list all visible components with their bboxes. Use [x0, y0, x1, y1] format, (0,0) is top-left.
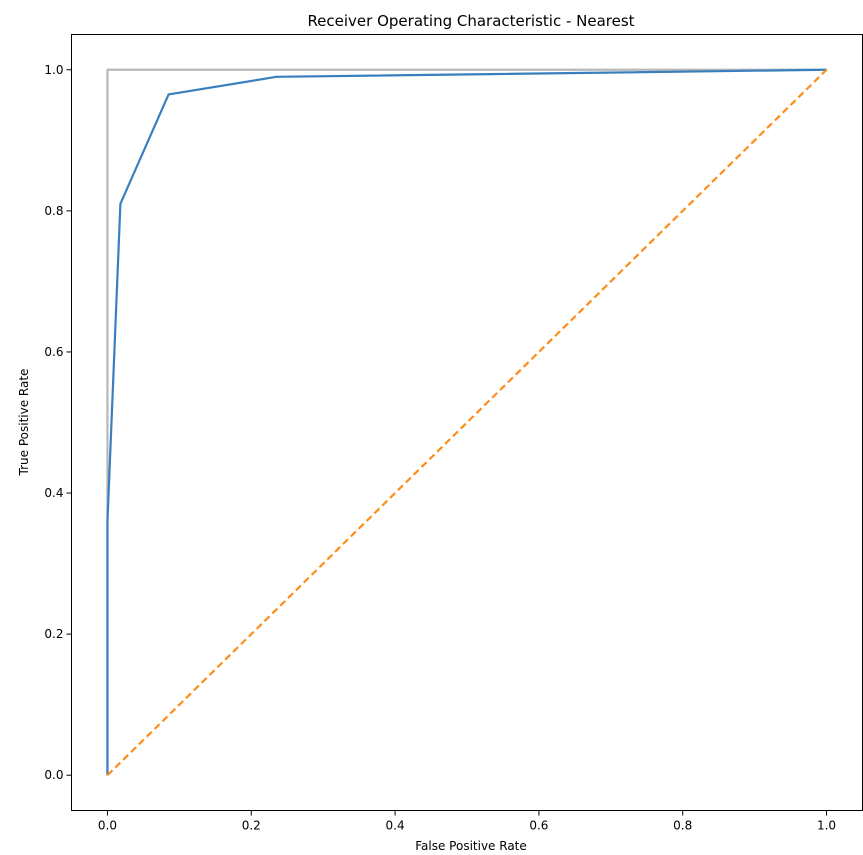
- y-tick-label: 1.0: [44, 63, 63, 77]
- y-tick-label: 0.6: [44, 345, 63, 359]
- x-tick-label: 0.8: [673, 819, 692, 833]
- y-tick-label: 0.0: [44, 768, 63, 782]
- chart-title: Receiver Operating Characteristic - Near…: [307, 12, 634, 30]
- y-tick-label: 0.4: [44, 486, 63, 500]
- x-tick-label: 0.6: [529, 819, 548, 833]
- plot-area: [106, 68, 828, 777]
- x-tick-label: 0.2: [242, 819, 261, 833]
- x-axis: 0.0 0.2 0.4 0.6 0.8 1.0: [98, 810, 836, 833]
- perfect-classifier-line: [106, 68, 827, 776]
- x-tick-label: 0.4: [386, 819, 405, 833]
- x-axis-label: False Positive Rate: [415, 839, 527, 853]
- x-tick-label: 0.0: [98, 819, 117, 833]
- y-axis-label: True Positive Rate: [17, 369, 31, 477]
- y-tick-label: 0.8: [44, 204, 63, 218]
- x-tick-label: 1.0: [817, 819, 836, 833]
- y-tick-label: 0.2: [44, 627, 63, 641]
- y-axis: 0.0 0.2 0.4 0.6 0.8 1.0: [44, 63, 72, 782]
- roc-curve-line: [106, 68, 827, 776]
- chance-diagonal-line: [106, 68, 828, 777]
